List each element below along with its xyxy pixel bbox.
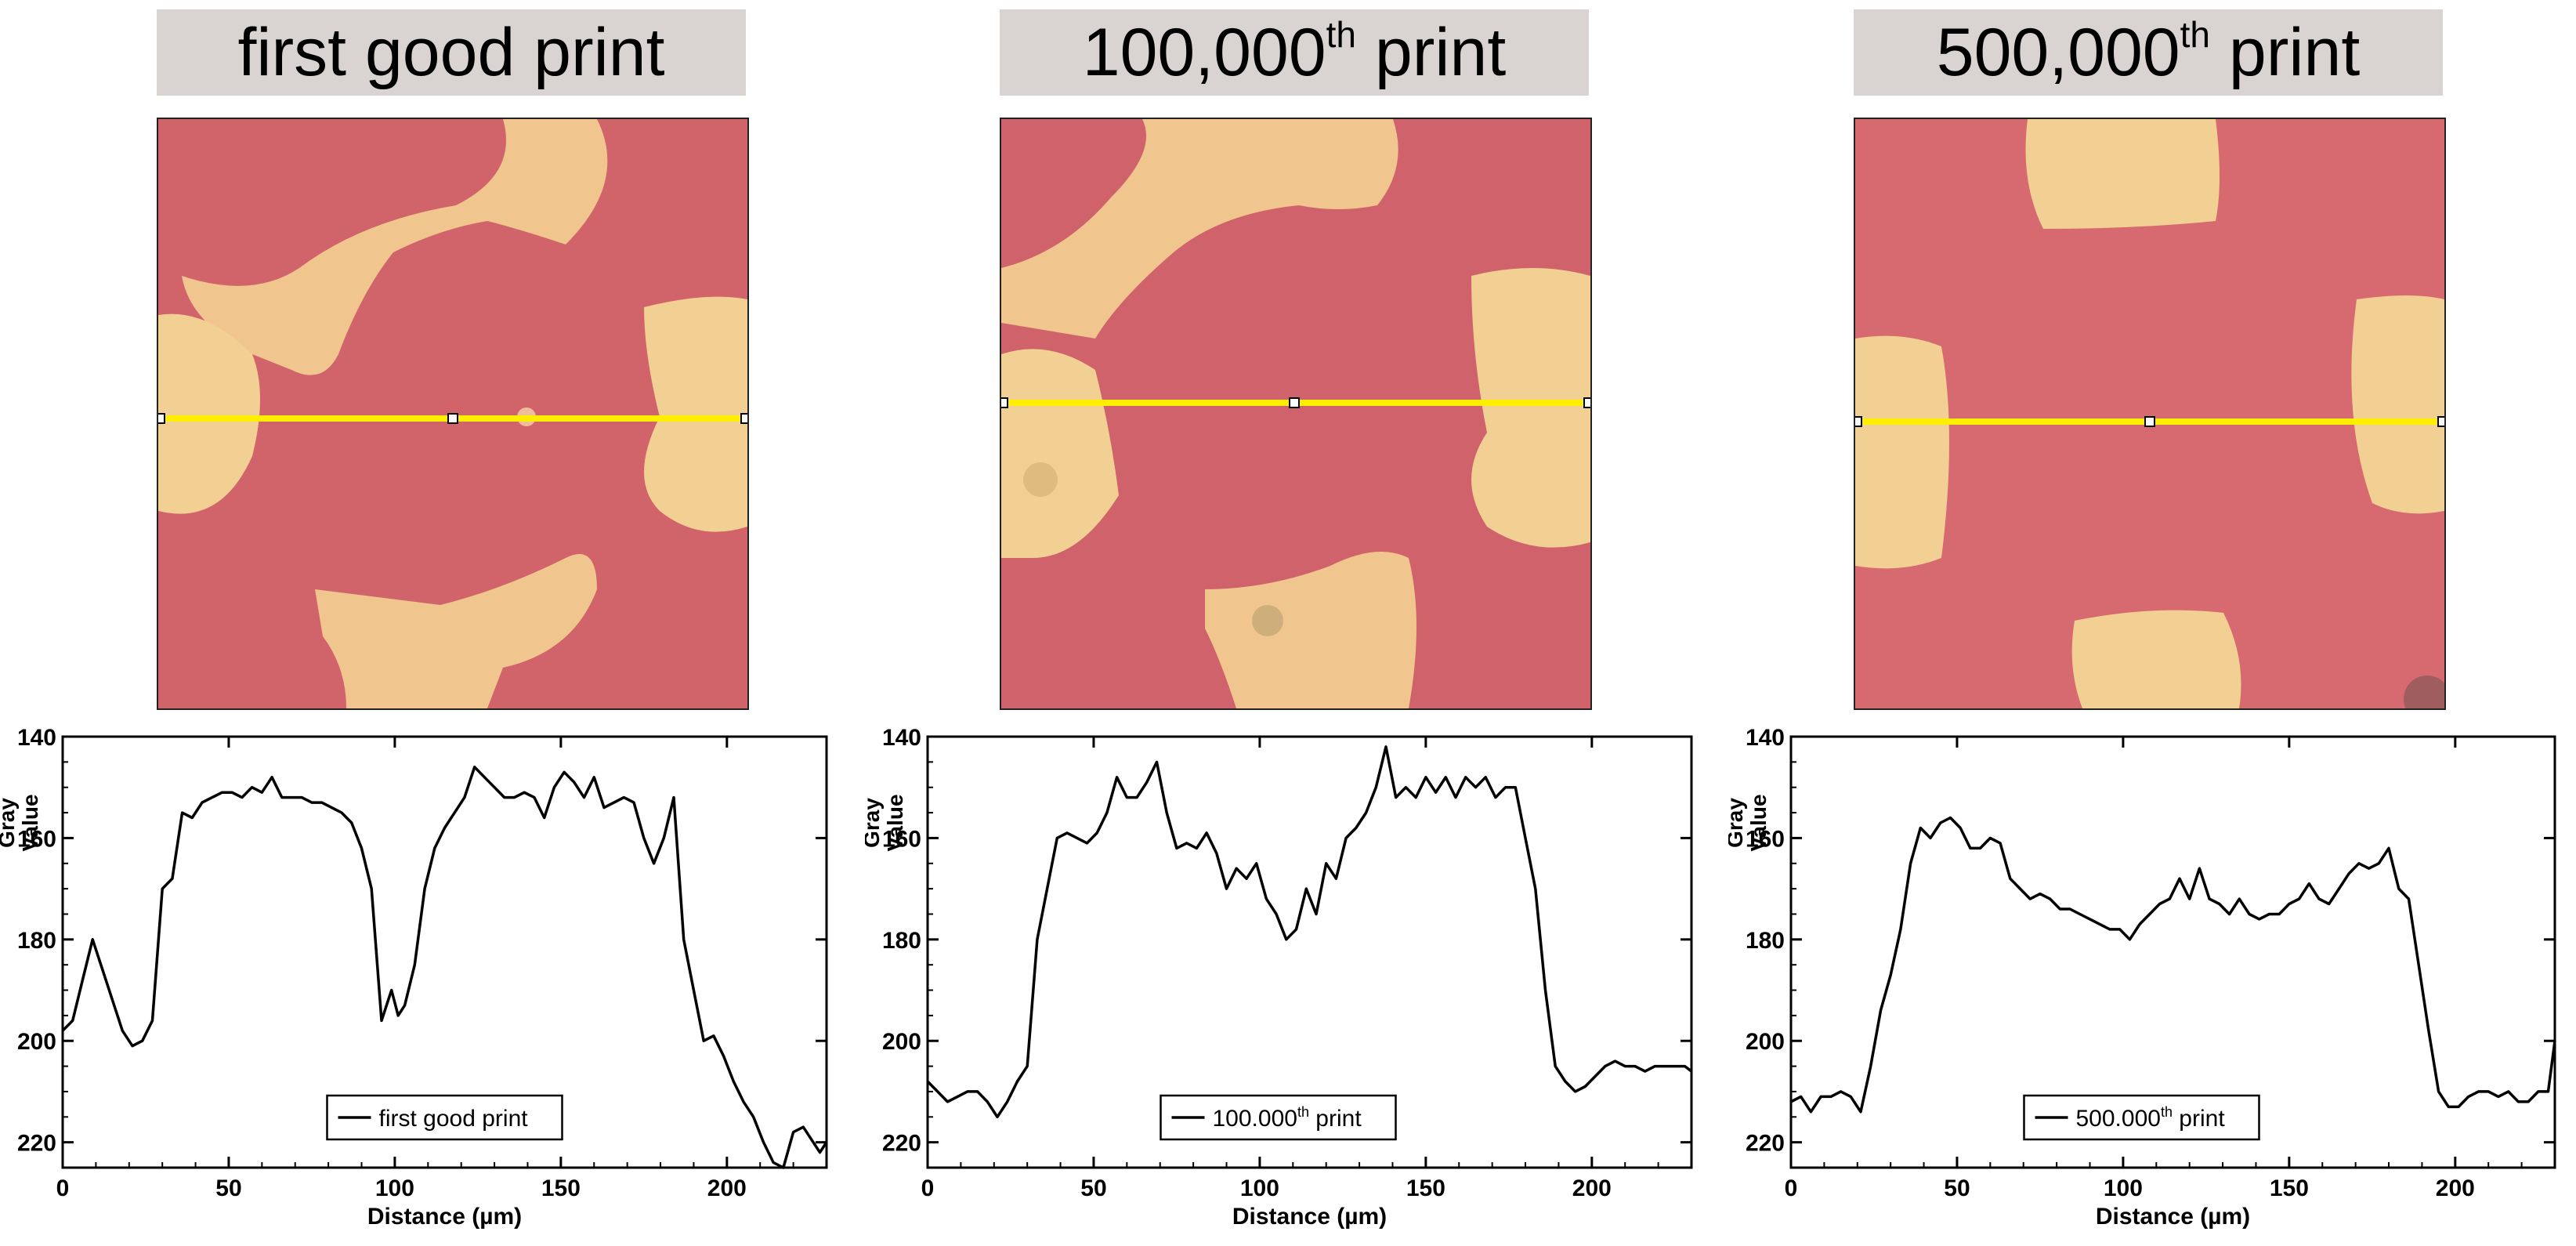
x-tick-label: 150 — [541, 1175, 581, 1201]
y-tick-label: 200 — [17, 1029, 56, 1055]
micrograph-first-good-print — [157, 118, 749, 710]
line-handle[interactable] — [1001, 397, 1008, 408]
panel-100000th-print: 100,000th print 140 160 180 200 220 0 50 100 150… — [865, 0, 1693, 1246]
line-handle[interactable] — [1855, 416, 1862, 427]
x-tick-label: 200 — [1572, 1175, 1612, 1201]
y-axis-label-line: Value — [1746, 794, 1771, 851]
y-tick-label: 140 — [882, 725, 921, 751]
panel-title-box: 100,000th print — [1000, 9, 1589, 96]
legend-label-main: 500.000 — [2076, 1106, 2161, 1132]
y-tick-label: 180 — [1746, 928, 1785, 954]
x-tick-label: 50 — [1944, 1175, 1970, 1201]
y-axis-label: GrayValue — [1728, 794, 1771, 851]
line-handle[interactable] — [740, 413, 747, 424]
panel-first-good-print: first good print 140 160 180 200 220 0 50 100 15… — [0, 0, 828, 1246]
panel-title-box: first good print — [157, 9, 746, 96]
x-tick-label: 200 — [2436, 1175, 2475, 1201]
y-axis-label-line: Gray — [865, 798, 884, 848]
y-axis-label: GrayValue — [865, 794, 907, 851]
line-handle[interactable] — [2437, 416, 2444, 427]
legend-box — [1160, 1094, 1397, 1141]
y-tick-label: 160 — [1746, 826, 1785, 852]
legend-label-sup: th — [1297, 1104, 1309, 1120]
y-tick-label: 180 — [882, 928, 921, 954]
line-handle[interactable] — [1289, 397, 1300, 408]
legend-label: 500.000th print — [2076, 1104, 2226, 1132]
y-tick-label: 220 — [882, 1131, 921, 1157]
legend-label-after: print — [2173, 1106, 2225, 1132]
x-tick-label: 100 — [375, 1175, 414, 1201]
x-axis-label: Distance (µm) — [2096, 1204, 2250, 1230]
line-handle[interactable] — [1583, 397, 1590, 408]
y-axis-label-line: Value — [18, 794, 42, 851]
x-tick-label: 100 — [2104, 1175, 2143, 1201]
legend-label-after: print — [1309, 1106, 1362, 1132]
panel-title-box: 500,000th print — [1854, 9, 2443, 96]
y-axis-label-line: Value — [883, 794, 907, 851]
x-tick-label: 50 — [1080, 1175, 1106, 1201]
y-tick-label: 220 — [1746, 1131, 1785, 1157]
micrograph-image — [1001, 119, 1590, 708]
x-axis-label: Distance (µm) — [1232, 1204, 1387, 1230]
micrograph-500000th-print — [1854, 118, 2446, 710]
y-axis-label-line: Gray — [1728, 798, 1747, 848]
line-handle[interactable] — [447, 413, 458, 424]
legend-label: 100.000th print — [1213, 1104, 1362, 1132]
y-tick-label: 160 — [17, 826, 56, 852]
micrograph-image — [158, 119, 747, 708]
y-axis-label-line: Gray — [0, 798, 19, 848]
micrograph-image — [1855, 119, 2444, 708]
panel-title: 500,000th print — [1936, 14, 2361, 90]
x-tick-label: 50 — [215, 1175, 241, 1201]
y-tick-label: 140 — [1746, 725, 1785, 751]
panel-title: 100,000th print — [1082, 14, 1507, 90]
y-tick-label: 200 — [882, 1029, 921, 1055]
series-line — [926, 745, 1693, 1119]
legend-label-sup: th — [2161, 1104, 2173, 1120]
micrograph-100000th-print — [1000, 118, 1592, 710]
x-axis-label: Distance (µm) — [367, 1204, 522, 1230]
panel-500000th-print: 500,000th print 140 160 180 200 220 0 50 100 150… — [1728, 0, 2556, 1246]
x-tick-label: 0 — [921, 1175, 935, 1201]
x-tick-label: 100 — [1240, 1175, 1279, 1201]
panel-title: first good print — [237, 15, 665, 90]
legend-label: first good print — [379, 1106, 529, 1132]
y-tick-label: 220 — [17, 1131, 56, 1157]
series-line — [1790, 816, 2556, 1114]
x-tick-label: 150 — [1406, 1175, 1445, 1201]
y-tick-label: 180 — [17, 928, 56, 954]
line-handle[interactable] — [2144, 416, 2155, 427]
x-tick-label: 200 — [707, 1175, 747, 1201]
x-tick-label: 0 — [1785, 1175, 1798, 1201]
x-tick-label: 0 — [56, 1175, 70, 1201]
line-handle[interactable] — [158, 413, 165, 424]
legend-label-main: 100.000 — [1213, 1106, 1297, 1132]
y-axis-label: GrayValue — [0, 794, 42, 851]
legend-label-main: first good print — [379, 1106, 529, 1132]
series-line — [61, 766, 828, 1169]
y-tick-label: 200 — [1746, 1029, 1785, 1055]
x-tick-label: 150 — [2270, 1175, 2309, 1201]
y-tick-label: 140 — [17, 725, 56, 751]
y-tick-label: 160 — [882, 826, 921, 852]
